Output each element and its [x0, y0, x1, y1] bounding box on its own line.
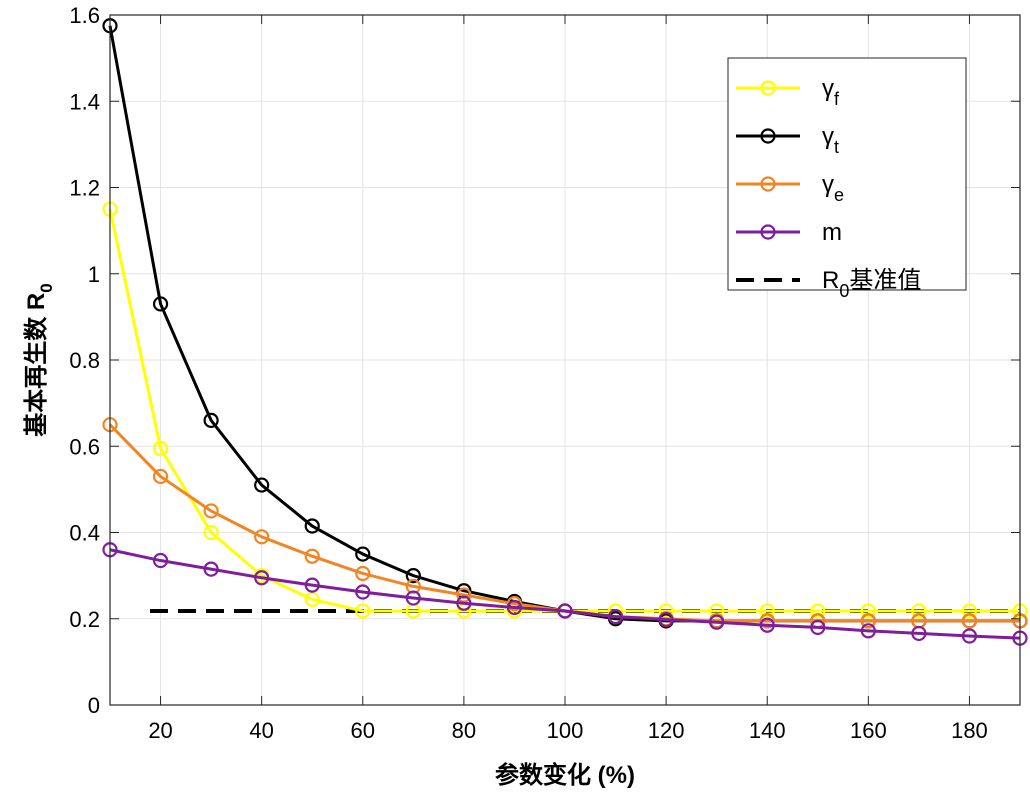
data-point-t [254, 477, 270, 493]
data-point-m [355, 584, 371, 600]
data-point-t [203, 412, 219, 428]
x-tick-label: 100 [547, 718, 584, 743]
data-point-m [709, 614, 725, 630]
data-point-m [506, 599, 523, 616]
x-tick-label: 40 [249, 718, 273, 743]
y-axis-label-symbol: R [23, 293, 50, 310]
x-tick-label: 160 [850, 718, 887, 743]
legend-marker [760, 176, 776, 192]
data-point-m [810, 619, 826, 635]
data-point-e [355, 565, 371, 582]
x-tick-label: 20 [148, 718, 172, 743]
data-point-t [355, 546, 371, 562]
data-point-f [355, 603, 371, 619]
y-tick-label: 0.8 [69, 348, 100, 373]
data-point-m [557, 603, 573, 619]
data-point-f [203, 524, 219, 541]
data-point-m [405, 590, 421, 606]
data-point-t [152, 296, 169, 312]
data-point-e [860, 613, 876, 629]
x-axis-label: 参数变化 (%) [495, 761, 635, 789]
data-point-e [961, 613, 978, 629]
y-tick-label: 1.4 [69, 89, 100, 114]
data-point-f [304, 591, 320, 607]
legend-marker [760, 128, 776, 144]
y-tick-label: 1.2 [69, 176, 100, 201]
x-tick-label: 80 [452, 718, 476, 743]
data-point-e [759, 613, 775, 629]
y-axis-label-subscript: 0 [37, 283, 56, 292]
data-point-f [911, 603, 927, 619]
data-point-m [304, 577, 320, 593]
data-point-m [456, 595, 472, 611]
data-point-m [152, 552, 169, 569]
data-point-e [254, 529, 270, 545]
legend-label: γt [822, 123, 839, 157]
data-point-m [961, 628, 978, 644]
y-tick-label: 1 [88, 262, 100, 287]
data-point-e [304, 548, 320, 564]
data-point-f [961, 603, 978, 619]
axis-ticks: 20 40 60 80 100 120 140 160 180 0 0.2 0.4 0.6 0.8 1 1.2… [69, 3, 1020, 743]
data-point-m [203, 561, 219, 577]
data-point-t [304, 518, 320, 534]
legend-label: m [822, 219, 842, 246]
legend: γf γt γe m R0基准值 [727, 57, 967, 301]
data-point-t [405, 568, 421, 584]
x-tick-label: 60 [351, 718, 375, 743]
data-point-e [456, 587, 472, 603]
y-tick-label: 0.6 [69, 434, 100, 459]
data-point-m [911, 625, 927, 642]
legend-marker [760, 80, 776, 96]
data-point-m [860, 623, 876, 639]
legend-label: γe [822, 171, 844, 205]
data-point-m [759, 617, 775, 633]
data-point-e [152, 468, 169, 485]
data-point-e [405, 578, 421, 595]
y-tick-label: 1.6 [69, 3, 100, 28]
data-point-f [860, 603, 876, 619]
x-tick-label: 120 [648, 718, 685, 743]
data-point-m [658, 612, 674, 628]
y-axis-label-text: 基本再生数 [23, 310, 50, 437]
x-tick-label: 140 [749, 718, 786, 743]
data-point-f [810, 603, 826, 619]
data-point-f [152, 440, 169, 457]
legend-label-reference: R0基准值 [822, 267, 921, 301]
series-layer [102, 18, 1028, 646]
data-point-m [607, 608, 624, 625]
legend-marker [760, 224, 776, 240]
y-tick-label: 0.4 [69, 521, 100, 546]
y-tick-label: 0.2 [69, 607, 100, 632]
data-point-f [759, 603, 775, 619]
series-line-m [109, 548, 1021, 640]
y-axis-label: 基本再生数 R0 [23, 283, 56, 436]
x-tick-label: 180 [951, 718, 988, 743]
legend-box [727, 57, 967, 291]
data-point-f [709, 603, 725, 619]
data-point-m [254, 570, 270, 586]
data-point-e [203, 503, 219, 519]
y-tick-label: 0 [88, 693, 100, 718]
legend-label: γf [822, 75, 840, 109]
